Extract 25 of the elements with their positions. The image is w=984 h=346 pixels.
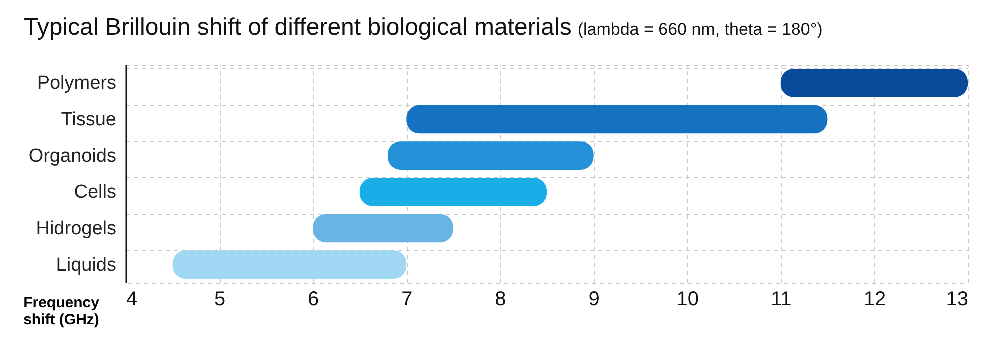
bar — [388, 142, 594, 170]
bar — [780, 68, 968, 98]
bar — [172, 250, 407, 280]
bar — [406, 105, 828, 134]
y-tick-label: Liquids — [56, 254, 116, 276]
x-axis-title: Frequency shift (GHz) — [24, 294, 100, 328]
x-tick-label: 5 — [214, 288, 226, 310]
x-tick-label: 10 — [676, 288, 699, 310]
y-tick-label: Tissue — [61, 110, 116, 130]
x-tick-label: 6 — [308, 288, 320, 310]
x-tick-label: 8 — [495, 288, 506, 310]
x-tick-label: 13 — [946, 288, 968, 310]
chart-subtitle: (lambda = 660 nm, theta = 180°) — [578, 20, 823, 39]
x-tick-label: 9 — [588, 288, 600, 310]
bar — [360, 178, 547, 206]
x-tick-label: 4 — [126, 288, 138, 310]
y-tick-label: Hidrogels — [36, 218, 116, 240]
x-tick-label: 7 — [402, 288, 413, 310]
y-tick-label: Polymers — [37, 73, 116, 94]
x-tick-label: 12 — [864, 288, 886, 310]
y-tick-label: Organoids — [28, 146, 116, 167]
bar — [313, 214, 454, 243]
x-tick-label: 11 — [771, 288, 792, 310]
y-tick-label: Cells — [74, 182, 116, 204]
chart-title: Typical Brillouin shift of different biological materials — [24, 14, 572, 41]
